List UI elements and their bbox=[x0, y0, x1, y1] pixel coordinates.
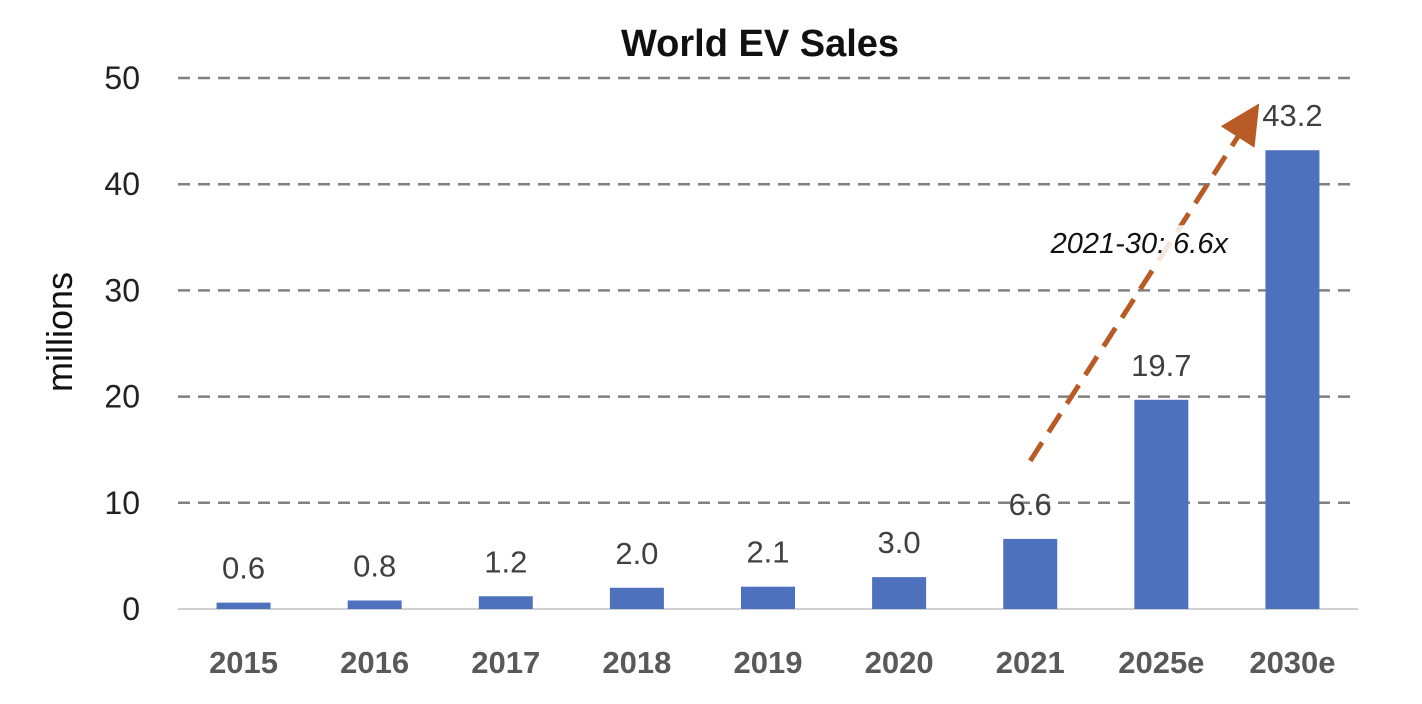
bar-2015 bbox=[216, 602, 271, 609]
bar-2018 bbox=[609, 587, 664, 609]
bar-2030e bbox=[1265, 150, 1320, 609]
y-tick-label: 40 bbox=[104, 166, 140, 202]
y-tick-label: 50 bbox=[104, 60, 140, 96]
x-tick-label-2017: 2017 bbox=[471, 645, 540, 680]
y-tick-label: 10 bbox=[104, 485, 140, 521]
bar-2017 bbox=[478, 596, 533, 609]
bar-2016 bbox=[347, 600, 402, 609]
x-tick-label-2021: 2021 bbox=[996, 645, 1065, 680]
data-label-2015: 0.6 bbox=[222, 551, 265, 586]
y-axis-label: millions bbox=[39, 272, 80, 392]
data-labels: 0.6 0.8 1.2 2.0 2.1 3.0 6.6 19.7 43.2 bbox=[222, 98, 1323, 585]
bars bbox=[216, 150, 1320, 609]
x-tick-label-2016: 2016 bbox=[340, 645, 409, 680]
data-label-2018: 2.0 bbox=[615, 536, 658, 571]
data-label-2025e: 19.7 bbox=[1131, 348, 1191, 383]
y-tick-label: 0 bbox=[122, 591, 140, 627]
y-tick-label: 20 bbox=[104, 379, 140, 415]
y-axis-ticks: 0 10 20 30 40 50 bbox=[104, 60, 140, 627]
x-tick-label-2020: 2020 bbox=[865, 645, 934, 680]
annotation-backdrop bbox=[1039, 225, 1240, 264]
growth-annotation-label: 2021-30: 6.6x bbox=[1050, 228, 1230, 260]
y-tick-label: 30 bbox=[104, 272, 140, 308]
growth-annotation: 2021-30: 6.6x bbox=[1028, 103, 1260, 463]
data-label-2016: 0.8 bbox=[353, 549, 396, 584]
data-label-2021: 6.6 bbox=[1009, 487, 1052, 522]
x-axis-ticks: 2015 2016 2017 2018 2019 2020 2021 2025e 2030e bbox=[209, 645, 1335, 680]
x-tick-label-2019: 2019 bbox=[734, 645, 803, 680]
data-label-2019: 2.1 bbox=[746, 535, 789, 570]
bar-2019 bbox=[741, 586, 795, 609]
x-tick-label-2018: 2018 bbox=[602, 645, 671, 680]
x-tick-label-2030e: 2030e bbox=[1249, 645, 1335, 680]
data-label-2020: 3.0 bbox=[878, 525, 921, 560]
x-tick-label-2025e: 2025e bbox=[1118, 645, 1204, 680]
data-label-2030e: 43.2 bbox=[1262, 98, 1322, 133]
bar-2025e bbox=[1134, 399, 1189, 609]
chart-title: World EV Sales bbox=[621, 23, 899, 65]
bar-2020 bbox=[872, 577, 927, 609]
bar-2021 bbox=[1003, 538, 1058, 609]
x-tick-label-2015: 2015 bbox=[209, 645, 278, 680]
data-label-2017: 1.2 bbox=[484, 544, 527, 579]
